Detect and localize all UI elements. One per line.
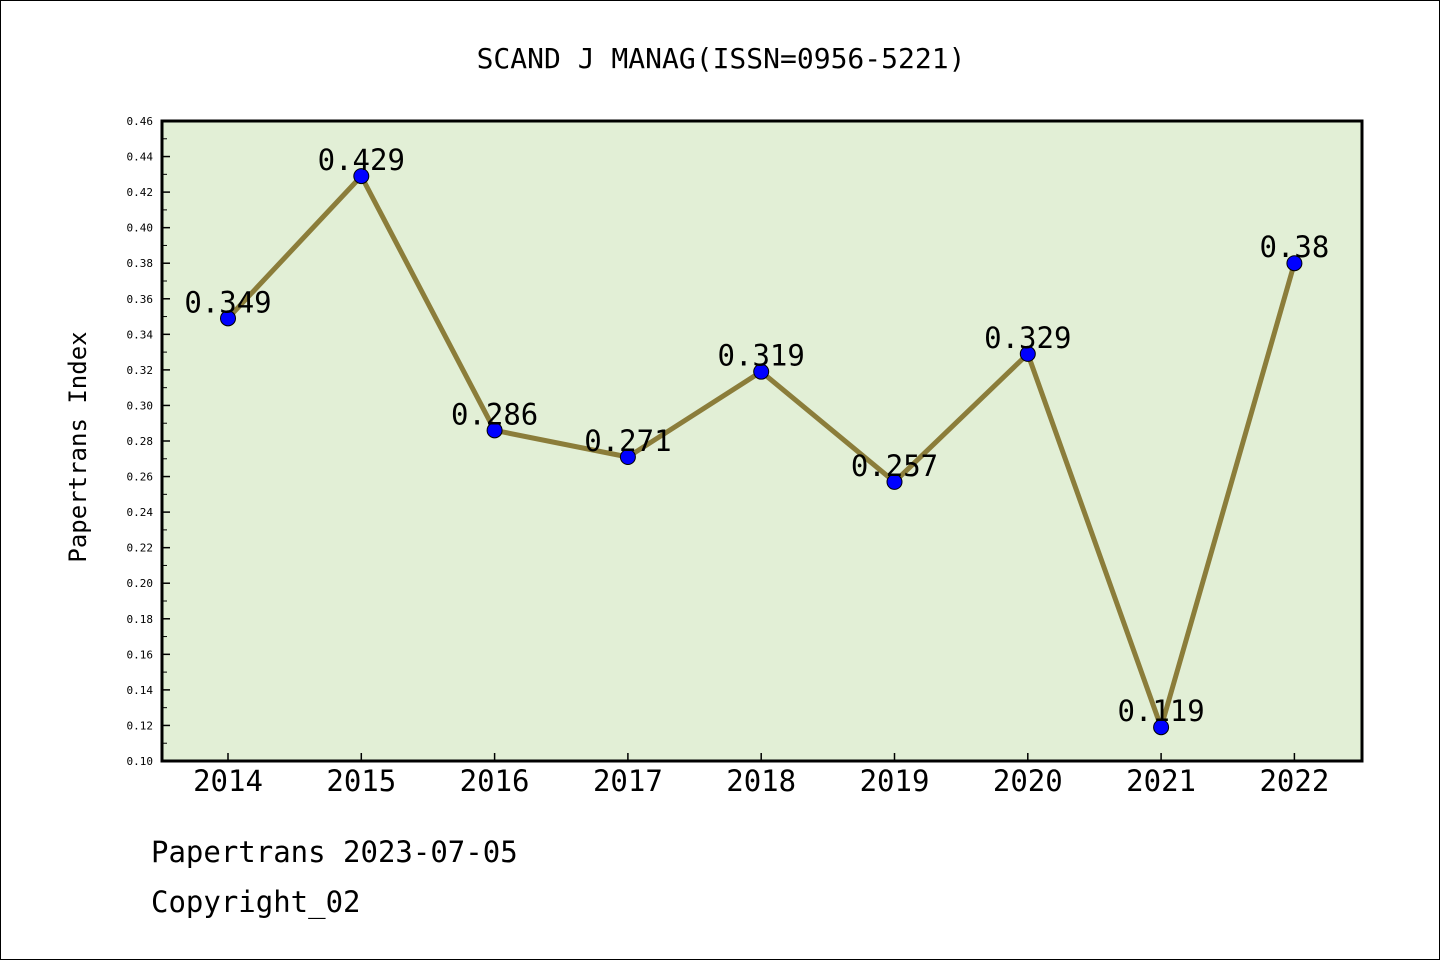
x-tick-label: 2017	[593, 764, 663, 798]
data-point-2015	[353, 168, 370, 185]
data-label-2015: 0.429	[318, 143, 405, 177]
data-point-2017	[619, 449, 636, 465]
data-label-2022: 0.38	[1259, 230, 1329, 264]
y-tick-label: 0.40	[127, 222, 154, 235]
data-point-2020	[1019, 345, 1036, 362]
data-label-2014: 0.349	[184, 285, 271, 319]
chart-title: SCAND J MANAG(ISSN=0956-5221)	[477, 42, 966, 75]
y-tick-label: 0.22	[127, 542, 154, 555]
data-point-2021	[1153, 719, 1170, 736]
y-tick-label: 0.18	[127, 613, 154, 626]
y-tick-label: 0.34	[127, 328, 154, 341]
y-tick-label: 0.44	[127, 151, 154, 164]
y-tick-label: 0.28	[127, 435, 154, 448]
y-tick-label: 0.26	[127, 471, 154, 484]
x-tick-label: 2018	[726, 764, 796, 798]
data-point-2018	[753, 363, 770, 380]
y-tick-label: 0.24	[127, 506, 154, 519]
data-label-2020: 0.329	[984, 321, 1071, 355]
data-point-2014	[220, 310, 236, 327]
x-tick-label: 2022	[1259, 764, 1329, 798]
x-tick-label: 2015	[326, 764, 396, 798]
y-axis-label: Papertrans Index	[64, 331, 92, 562]
data-point-2022	[1286, 255, 1303, 272]
y-tick-label: 0.42	[127, 186, 154, 199]
x-tick-label: 2016	[460, 764, 530, 798]
y-tick-label: 0.16	[127, 648, 154, 661]
plot-area	[160, 119, 1364, 763]
y-tick-label: 0.12	[127, 719, 154, 732]
y-tick-label: 0.14	[127, 684, 154, 697]
data-label-2016: 0.286	[451, 397, 538, 431]
x-tick-label: 2019	[860, 764, 930, 798]
copyright-text: Copyright_02	[151, 885, 361, 919]
y-tick-label: 0.10	[127, 755, 154, 768]
y-tick-label: 0.46	[127, 115, 154, 128]
x-tick-label: 2014	[193, 764, 263, 798]
y-tick-label: 0.32	[127, 364, 154, 377]
data-label-2021: 0.119	[1117, 694, 1204, 728]
x-tick-label: 2020	[993, 764, 1063, 798]
y-tick-label: 0.38	[127, 257, 154, 270]
x-tick-label: 2021	[1126, 764, 1196, 798]
data-point-2016	[486, 422, 503, 439]
source-date-text: Papertrans 2023-07-05	[151, 835, 518, 869]
y-tick-label: 0.20	[127, 577, 154, 590]
data-label-2019: 0.257	[851, 449, 938, 483]
data-label-2018: 0.319	[718, 339, 805, 373]
data-label-2017: 0.271	[584, 424, 671, 458]
y-tick-label: 0.36	[127, 293, 154, 306]
data-point-2019	[886, 473, 903, 490]
y-tick-label: 0.30	[127, 399, 154, 412]
